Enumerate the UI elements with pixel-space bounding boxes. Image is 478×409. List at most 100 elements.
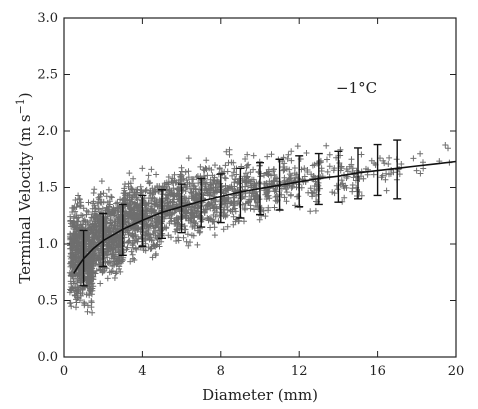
scatter-point (222, 162, 229, 169)
scatter-point (205, 200, 212, 207)
scatter-point (206, 189, 213, 196)
scatter-point (77, 277, 84, 284)
scatter-point (93, 267, 100, 274)
scatter-point (230, 186, 236, 193)
scatter-point (131, 257, 138, 263)
scatter-point (71, 263, 78, 270)
scatter-point (292, 202, 298, 209)
scatter-point (358, 192, 365, 199)
scatter-point (382, 176, 389, 183)
scatter-point (149, 185, 156, 192)
scatter-point (323, 142, 330, 149)
scatter-point (242, 156, 249, 162)
scatter-point (90, 252, 97, 259)
scatter-point (90, 273, 97, 280)
scatter-point (247, 196, 254, 203)
scatter-point (224, 168, 231, 175)
scatter-point (132, 214, 139, 220)
scatter-point (182, 226, 189, 233)
scatter-point (84, 219, 91, 226)
scatter-point (132, 237, 138, 244)
scatter-point (167, 198, 174, 205)
scatter-point (152, 186, 159, 193)
scatter-point (271, 171, 278, 178)
scatter-point (222, 213, 229, 220)
scatter-point (286, 166, 293, 173)
scatter-point (90, 190, 97, 196)
scatter-point (223, 148, 230, 155)
scatter-point (379, 172, 386, 179)
scatter-point (175, 237, 182, 244)
scatter-point (115, 258, 122, 265)
scatter-point (291, 165, 298, 171)
x-tick-label: 20 (448, 364, 465, 379)
scatter-point (147, 246, 154, 252)
scatter-point (72, 232, 79, 239)
scatter-point (283, 189, 290, 196)
scatter-point (211, 179, 218, 185)
scatter-point (195, 227, 202, 234)
scatter-point (398, 161, 405, 167)
scatter-point (76, 284, 83, 291)
error-bar (393, 139, 402, 200)
scatter-point (142, 228, 149, 235)
scatter-point (72, 197, 79, 203)
scatter-point (84, 231, 91, 237)
scatter-point (307, 208, 314, 215)
scatter-point (124, 196, 130, 203)
scatter-point (318, 165, 325, 172)
x-axis-label: Diameter (mm) (202, 386, 318, 404)
scatter-point (89, 309, 96, 316)
scatter-point (307, 185, 314, 192)
scatter-point (163, 179, 170, 186)
scatter-point (92, 270, 99, 277)
scatter-point (348, 156, 355, 163)
scatter-point (185, 242, 192, 249)
scatter-point (228, 199, 235, 206)
scatter-point (182, 188, 189, 195)
scatter-point (284, 155, 291, 162)
scatter-point (69, 250, 76, 257)
scatter-point (245, 161, 252, 168)
scatter-point (107, 227, 114, 234)
scatter-point (349, 182, 356, 188)
scatter-point (111, 262, 117, 268)
scatter-point (67, 218, 74, 225)
scatter-point (75, 267, 82, 274)
scatter-point (74, 239, 81, 246)
scatter-point (417, 170, 424, 177)
scatter-point (143, 186, 150, 193)
scatter-point (88, 280, 95, 287)
scatter-point (109, 250, 116, 257)
scatter-point (106, 228, 113, 235)
scatter-point (68, 287, 75, 294)
scatter-point (114, 242, 121, 249)
scatter-point (190, 176, 197, 183)
x-tick-label: 4 (138, 364, 146, 379)
scatter-point (72, 292, 78, 299)
scatter-point (67, 300, 73, 307)
scatter-point (255, 206, 262, 212)
scatter-point (230, 213, 237, 220)
scatter-point (229, 206, 236, 213)
scatter-point (107, 210, 114, 217)
scatter-point (304, 169, 311, 175)
scatter-point (104, 249, 111, 256)
scatter-point (247, 169, 254, 176)
scatter-point (71, 239, 78, 246)
scatter-point (204, 214, 211, 221)
scatter-point (230, 169, 237, 176)
scatter-point (112, 218, 119, 225)
scatter-point (98, 178, 105, 185)
scatter-point (85, 280, 92, 287)
scatter-point (247, 202, 254, 209)
scatter-point (312, 207, 319, 214)
scatter-point (189, 193, 196, 200)
scatter-point (73, 259, 80, 266)
scatter-point (200, 166, 207, 173)
scatter-point (105, 260, 112, 266)
scatter-point (83, 207, 90, 214)
scatter-point (191, 183, 198, 190)
scatter-point (138, 214, 145, 221)
scatter-point (224, 198, 231, 205)
